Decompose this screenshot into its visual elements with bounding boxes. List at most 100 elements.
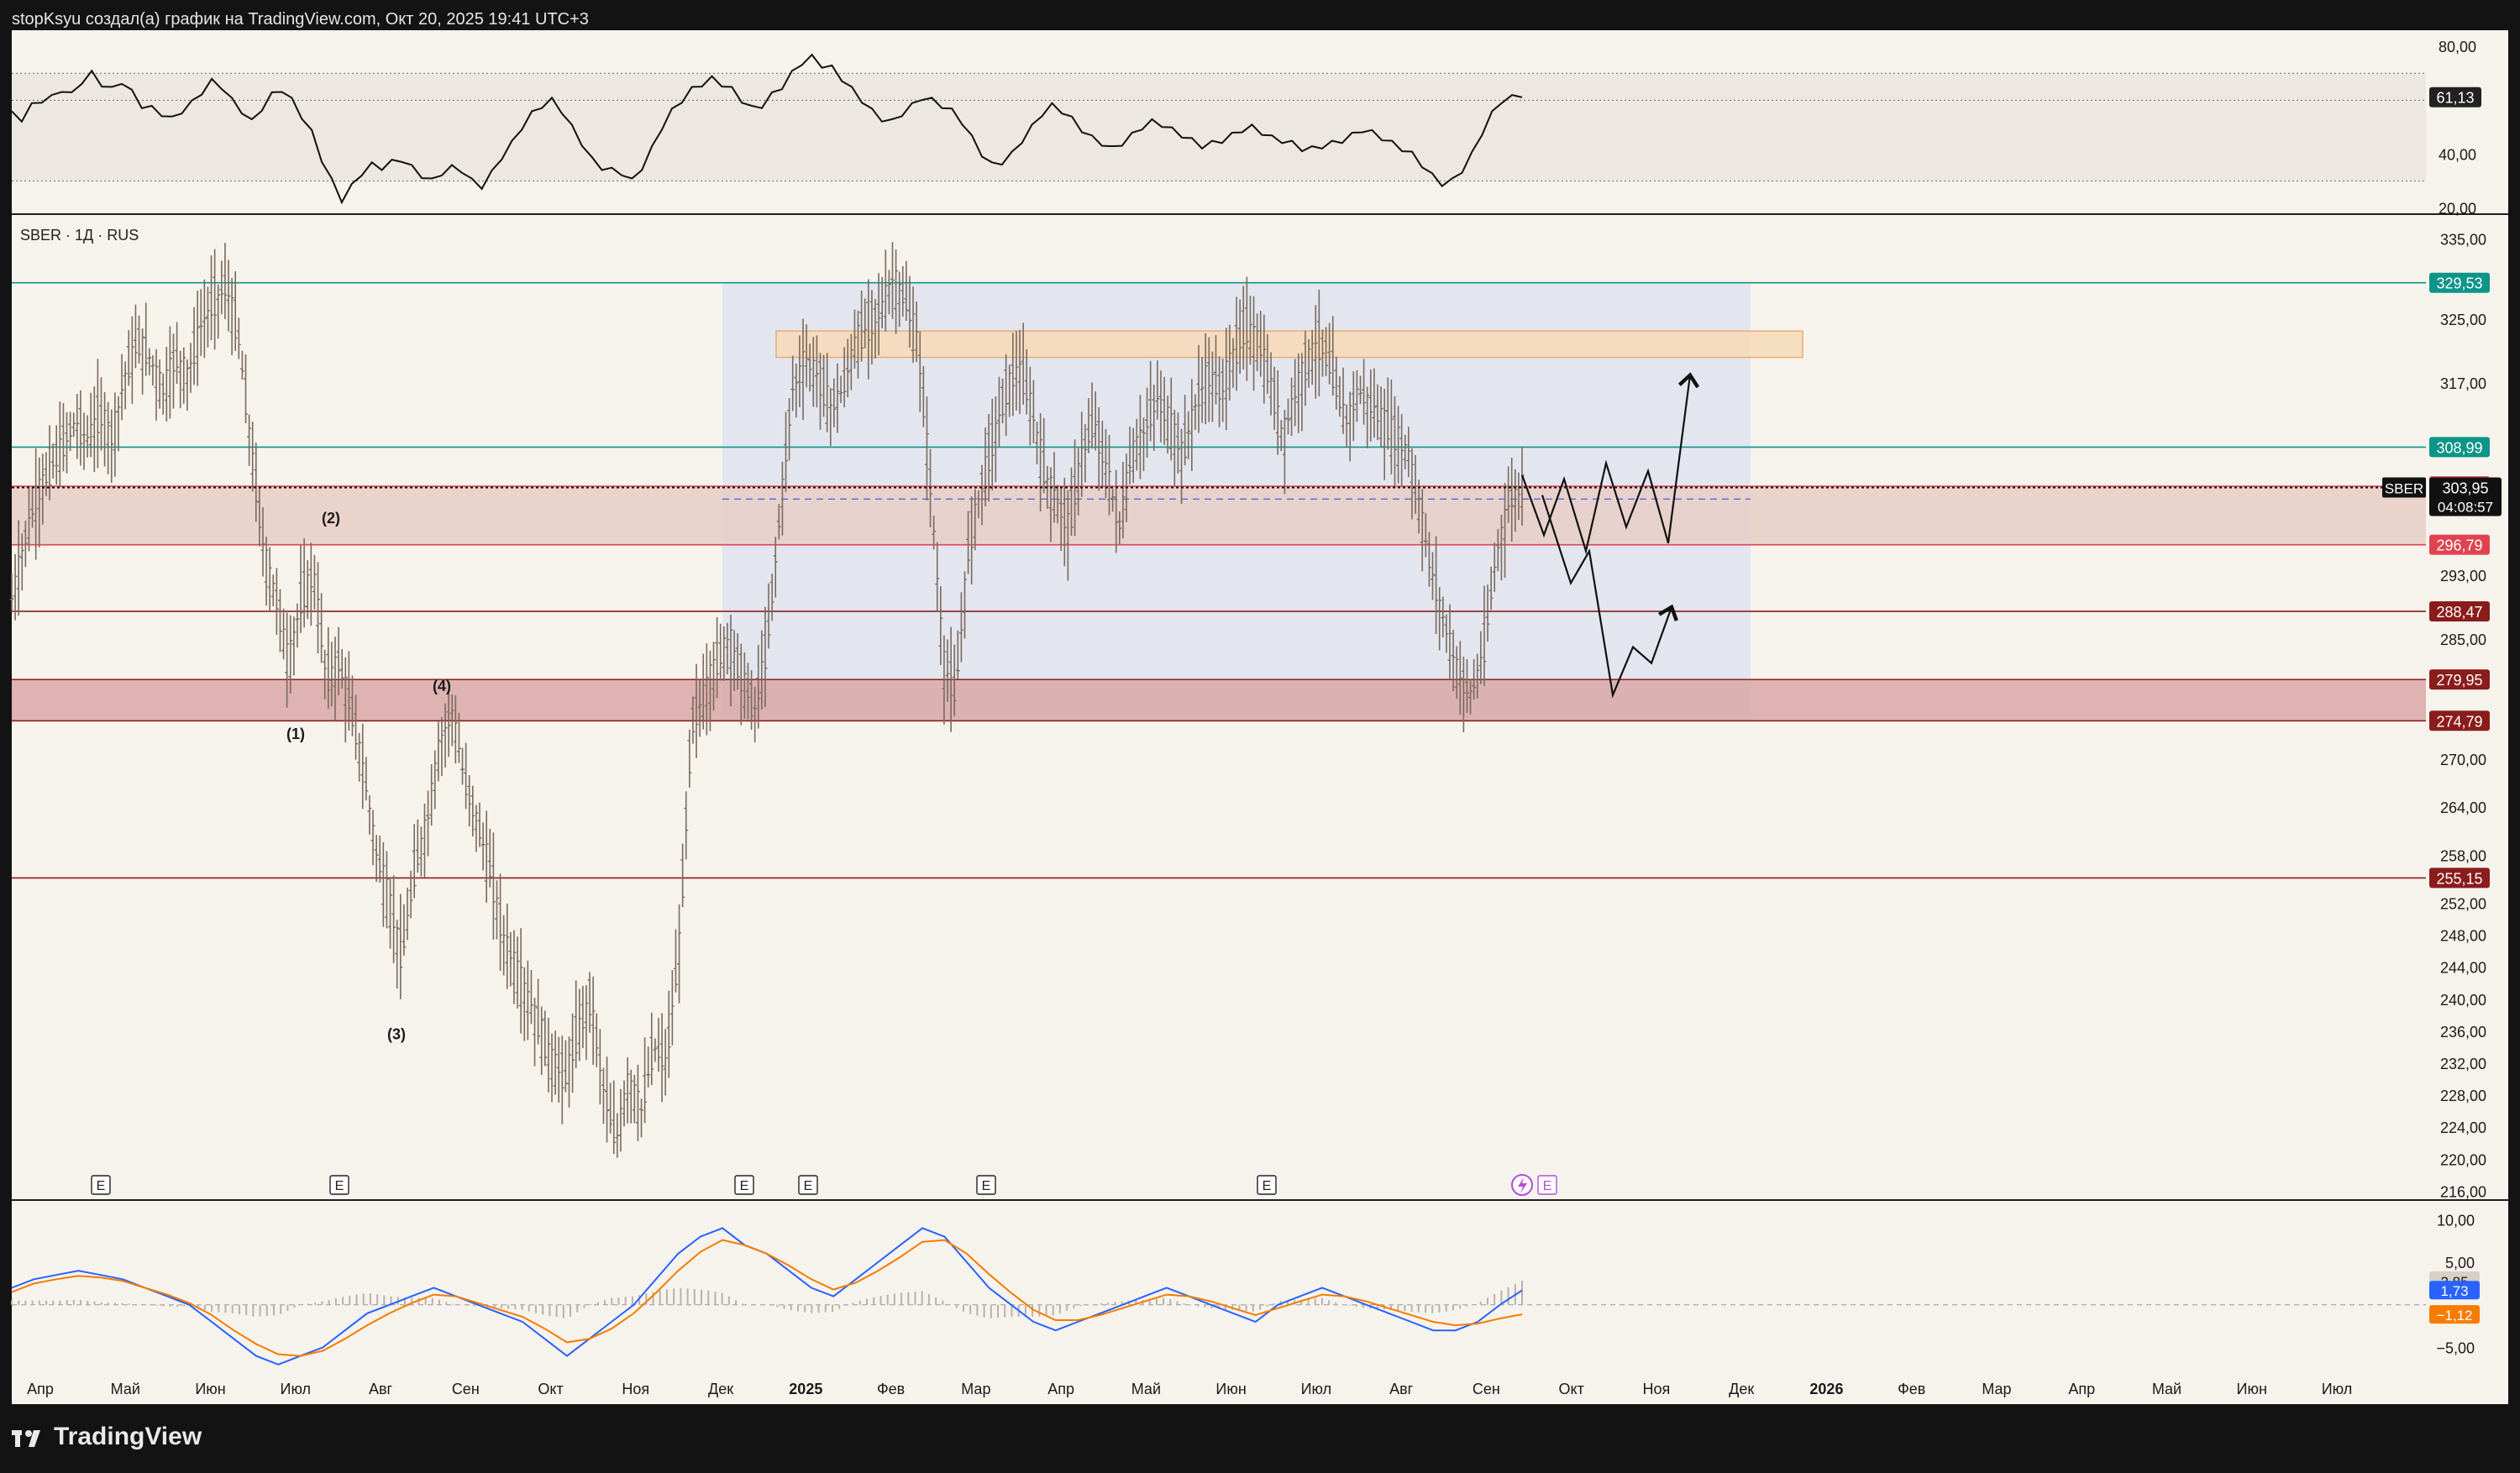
price-bar	[1172, 409, 1177, 487]
price-bar	[515, 936, 520, 1009]
tradingview-logo[interactable]: TradingView	[12, 1423, 202, 1451]
price-bar	[398, 894, 403, 999]
price-bar	[1431, 552, 1436, 600]
price-bar	[367, 795, 372, 835]
price-bar	[415, 819, 420, 873]
price-bar	[597, 1029, 602, 1105]
price-bar	[763, 606, 768, 708]
forecast-up-path[interactable]	[1520, 372, 1700, 555]
price-bar	[34, 448, 39, 560]
price-bar	[60, 403, 66, 472]
price-bar	[1347, 391, 1352, 462]
earnings-marker[interactable]: E	[1257, 1175, 1277, 1195]
earnings-marker[interactable]: E	[329, 1175, 349, 1195]
price-bar	[1468, 679, 1473, 715]
price-bar	[195, 291, 200, 386]
price-bar	[264, 537, 269, 605]
price-bar	[894, 249, 899, 334]
price-bar	[85, 415, 90, 458]
price-tick-label: 248,00	[2440, 928, 2486, 945]
price-bar	[907, 275, 912, 349]
level-price-tag-text: 288,47	[2436, 604, 2482, 621]
earnings-marker-text: E	[740, 1179, 749, 1193]
earnings-marker-box[interactable]	[798, 1175, 818, 1195]
price-bar	[1358, 375, 1363, 405]
rsi-value-tag: 61,13	[2429, 86, 2481, 107]
price-bar	[911, 286, 916, 363]
time-axis-label: Июл	[2322, 1381, 2353, 1397]
price-bar	[1203, 333, 1208, 425]
earnings-marker[interactable]: E	[91, 1175, 111, 1195]
price-bar	[422, 803, 427, 878]
macd-value-tag-bg	[2429, 1281, 2480, 1300]
supply-zone-box[interactable]	[775, 330, 1803, 359]
price-bar	[477, 802, 482, 847]
price-bar	[68, 411, 73, 452]
earnings-marker[interactable]: E	[1537, 1175, 1557, 1195]
time-axis-label: Июл	[1301, 1381, 1332, 1397]
price-bar	[859, 290, 864, 362]
price-bar	[460, 747, 465, 785]
price-bar	[1444, 614, 1449, 653]
dividend-event-icon[interactable]	[1511, 1174, 1533, 1196]
price-bar	[453, 695, 458, 764]
price-bar	[811, 337, 816, 407]
earnings-marker-box[interactable]	[1537, 1175, 1557, 1195]
earnings-marker-box[interactable]	[1257, 1175, 1277, 1195]
price-bar	[735, 633, 740, 690]
price-bar	[921, 365, 926, 427]
price-bar	[848, 333, 853, 391]
price-bar	[157, 359, 162, 409]
price-bar	[75, 393, 80, 459]
elliott-wave-label: (3)	[387, 1025, 406, 1042]
price-bar	[349, 675, 354, 736]
earnings-marker[interactable]: E	[798, 1175, 818, 1195]
time-axis-label: Май	[1131, 1381, 1161, 1397]
price-bar	[291, 616, 297, 676]
earnings-marker-box[interactable]	[329, 1175, 349, 1195]
price-bar	[594, 1013, 599, 1067]
price-bar	[384, 851, 389, 929]
price-bar	[188, 343, 193, 393]
price-bar	[856, 310, 861, 379]
support-zone[interactable]	[12, 679, 2426, 721]
earnings-marker-box[interactable]	[91, 1175, 111, 1195]
price-bar	[1293, 359, 1298, 427]
price-bar	[512, 930, 517, 1004]
price-bar	[825, 353, 830, 432]
price-bar	[1137, 395, 1142, 480]
macd-pane-bg[interactable]	[12, 1201, 2508, 1404]
rsi-tick-label: 20,00	[2439, 201, 2476, 218]
price-bar	[1392, 396, 1397, 488]
price-bar	[23, 520, 28, 568]
level-price-tag-bg	[2429, 600, 2490, 621]
price-bar	[1048, 467, 1053, 543]
price-bar	[814, 335, 819, 408]
price-bar	[1416, 480, 1421, 534]
resistance-zone[interactable]	[12, 486, 2426, 545]
price-bar	[1495, 528, 1500, 572]
price-bar	[948, 626, 953, 732]
level-price-tag-bg	[2429, 534, 2490, 555]
price-bar	[129, 316, 134, 404]
earnings-marker[interactable]: E	[734, 1175, 754, 1195]
price-bar	[308, 543, 313, 626]
price-bar	[1231, 338, 1236, 388]
price-bar	[209, 255, 214, 341]
price-bar	[639, 1098, 644, 1138]
price-bar	[1107, 434, 1112, 516]
price-bar	[1272, 366, 1277, 430]
level-price-tag: 255,15	[2429, 868, 2490, 889]
earnings-marker-box[interactable]	[976, 1175, 996, 1195]
price-bar	[178, 350, 183, 409]
lightning-icon	[1518, 1177, 1527, 1193]
price-tick-label: 252,00	[2440, 895, 2486, 912]
price-bar	[219, 260, 224, 315]
earnings-marker-box[interactable]	[734, 1175, 754, 1195]
price-bar	[274, 568, 279, 635]
forecast-down-path[interactable]	[1541, 495, 1678, 699]
earnings-marker[interactable]: E	[976, 1175, 996, 1195]
price-bar	[109, 409, 114, 483]
